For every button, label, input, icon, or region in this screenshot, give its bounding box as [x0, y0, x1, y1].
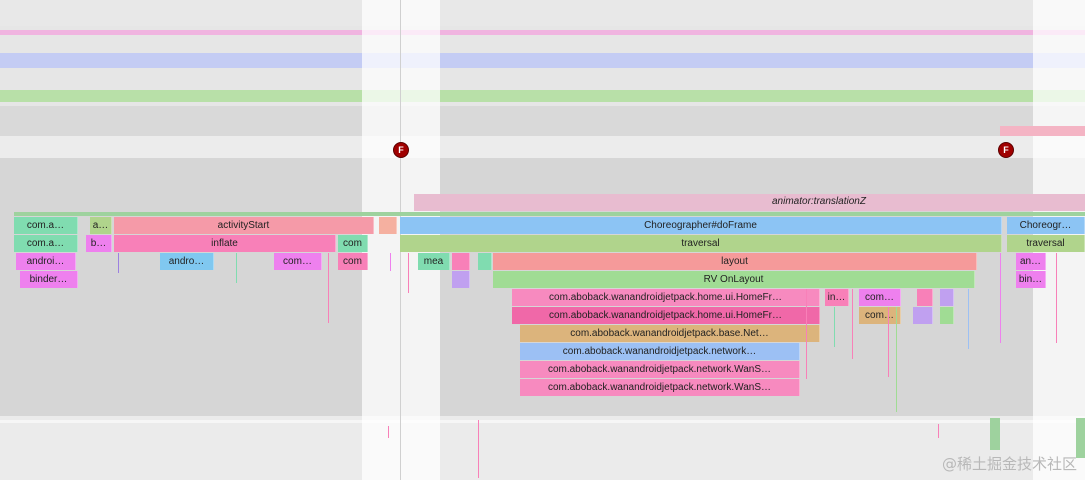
track-row-1	[0, 0, 1085, 26]
slice-rv-onlayout[interactable]: RV OnLayout	[493, 271, 975, 288]
slice-mea[interactable]: mea	[418, 253, 450, 270]
slice-green-b[interactable]	[940, 307, 954, 324]
slice-binder[interactable]: binder…	[20, 271, 78, 288]
slice-choreographer-2[interactable]: Choreogr…	[1007, 217, 1085, 234]
tick-2	[236, 253, 237, 283]
slice-teal-small[interactable]	[478, 253, 492, 270]
slice-base-net[interactable]: com.aboback.wanandroidjetpack.base.Net…	[520, 325, 820, 342]
slice-pink-a[interactable]	[917, 289, 933, 306]
slice-lavender-small[interactable]	[452, 271, 470, 288]
slice-com-a-1[interactable]: com.a…	[14, 217, 78, 234]
tick-15	[478, 420, 479, 478]
green-counter-track[interactable]	[0, 90, 1085, 102]
tick-12	[1000, 253, 1001, 343]
tick-6	[806, 289, 807, 379]
tick-9	[888, 307, 889, 377]
pink-counter-track[interactable]	[0, 30, 1085, 35]
slice-home-fr-2[interactable]: com.aboback.wanandroidjetpack.home.ui.Ho…	[512, 307, 820, 324]
slice-androi[interactable]: androi…	[16, 253, 76, 270]
pink-counter-slice[interactable]	[1000, 126, 1085, 136]
slice-com-3[interactable]: com	[338, 253, 368, 270]
tick-11	[968, 289, 969, 349]
slice-com-4[interactable]: com…	[859, 289, 901, 306]
tick-7	[834, 307, 835, 347]
slice-traversal-1[interactable]: traversal	[400, 235, 1002, 252]
thread-state-strip	[14, 212, 1085, 216]
slice-activity-start[interactable]: activityStart	[114, 217, 374, 234]
slice-com-a-2[interactable]: com.a…	[14, 235, 78, 252]
slice-in-short[interactable]: in…	[825, 289, 849, 306]
slice-wans-2[interactable]: com.aboback.wanandroidjetpack.network.Wa…	[520, 379, 800, 396]
slice-inflate[interactable]: inflate	[114, 235, 336, 252]
tick-5	[408, 253, 409, 293]
tick-14	[388, 426, 389, 438]
slice-small-salmon[interactable]	[379, 217, 397, 234]
tick-16	[938, 424, 939, 438]
track-row-light	[0, 136, 1085, 158]
bottom-green-block-2	[1076, 418, 1085, 458]
tick-8	[852, 289, 853, 359]
slice-an-short[interactable]: an…	[1016, 253, 1046, 270]
slice-com-5[interactable]: com…	[859, 307, 901, 324]
tick-3	[328, 253, 329, 323]
tick-4	[390, 253, 391, 271]
slice-b-short[interactable]: b…	[86, 235, 112, 252]
track-row-gray-1	[0, 106, 1085, 136]
slice-andro[interactable]: andro…	[160, 253, 214, 270]
frame-marker-icon-2[interactable]: F	[998, 142, 1014, 158]
slice-bin-short[interactable]: bin…	[1016, 271, 1046, 288]
slice-lav-b[interactable]	[913, 307, 933, 324]
slice-a-short[interactable]: a…	[90, 217, 112, 234]
bottom-track	[0, 416, 1085, 480]
bottom-divider	[0, 420, 1085, 423]
slice-network[interactable]: com.aboback.wanandroidjetpack.network…	[520, 343, 800, 360]
frame-marker-icon-1[interactable]: F	[393, 142, 409, 158]
slice-lav-a[interactable]	[940, 289, 954, 306]
slice-home-fr-1[interactable]: com.aboback.wanandroidjetpack.home.ui.Ho…	[512, 289, 820, 306]
slice-pink-small[interactable]	[452, 253, 470, 270]
tick-1	[118, 253, 119, 273]
slice-choreographer-1[interactable]: Choreographer#doFrame	[400, 217, 1002, 234]
bottom-green-block	[990, 418, 1000, 450]
tick-10	[896, 307, 897, 412]
slice-traversal-2[interactable]: traversal	[1007, 235, 1085, 252]
animator-track-slice[interactable]	[414, 194, 1085, 211]
slice-wans-1[interactable]: com.aboback.wanandroidjetpack.network.Wa…	[520, 361, 800, 378]
slice-com-1[interactable]: com	[338, 235, 368, 252]
blue-counter-track[interactable]	[0, 53, 1085, 68]
slice-layout[interactable]: layout	[493, 253, 977, 270]
animator-track-label: animator:translationZ	[772, 196, 866, 207]
tick-13	[1056, 253, 1057, 343]
watermark-text: @稀土掘金技术社区	[941, 455, 1077, 473]
slice-com-2[interactable]: com…	[274, 253, 322, 270]
